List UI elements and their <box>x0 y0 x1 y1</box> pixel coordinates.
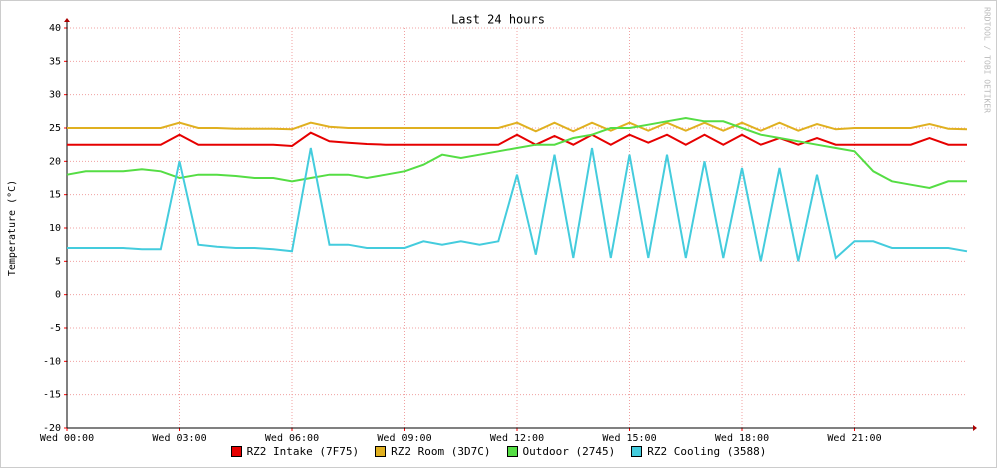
y-tick-label: 15 <box>49 190 61 201</box>
legend-item: RZ2 Cooling (3588) <box>631 445 766 458</box>
y-tick-label: 30 <box>49 90 61 101</box>
legend-swatch <box>506 446 518 457</box>
watermark: RRDTOOL / TOBI OETIKER <box>983 7 992 113</box>
axis-arrow <box>973 425 977 431</box>
axis-arrow <box>64 18 70 22</box>
legend-label: RZ2 Cooling (3588) <box>647 445 767 458</box>
y-axis-label: Temperature (°C) <box>7 180 18 276</box>
y-tick-label: 20 <box>49 156 61 167</box>
y-tick-label: 35 <box>49 56 61 67</box>
legend-swatch <box>631 446 643 457</box>
y-tick-label: -5 <box>49 323 61 334</box>
x-tick-label: Wed 18:00 <box>715 433 769 444</box>
y-tick-label: 40 <box>49 23 61 34</box>
legend: RZ2 Intake (7F75) RZ2 Room (3D7C) Outdoor … <box>0 445 997 458</box>
series-line <box>66 116 967 190</box>
y-tick-label: 10 <box>49 223 61 234</box>
legend-label: RZ2 Intake (7F75) <box>246 445 360 458</box>
legend-swatch <box>230 446 242 457</box>
legend-label: Outdoor (2745) <box>522 445 616 458</box>
x-tick-label: Wed 06:00 <box>265 433 319 444</box>
y-tick-label: -10 <box>43 356 61 367</box>
y-tick-label: -15 <box>43 390 61 401</box>
y-tick-label: 0 <box>55 290 61 301</box>
legend-item: Outdoor (2745) <box>506 445 616 458</box>
y-tick-label: 5 <box>55 256 61 267</box>
x-tick-label: Wed 15:00 <box>602 433 656 444</box>
legend-item: RZ2 Room (3D7C) <box>375 445 491 458</box>
x-tick-label: Wed 03:00 <box>152 433 206 444</box>
x-tick-label: Wed 21:00 <box>827 433 881 444</box>
legend-item: RZ2 Intake (7F75) <box>230 445 360 458</box>
legend-swatch <box>375 446 387 457</box>
x-tick-label: Wed 09:00 <box>377 433 431 444</box>
legend-label: RZ2 Room (3D7C) <box>391 445 491 458</box>
chart-title: Last 24 hours <box>451 13 545 27</box>
y-tick-label: -20 <box>43 423 61 434</box>
y-tick-label: 25 <box>49 123 61 134</box>
x-tick-label: Wed 12:00 <box>490 433 544 444</box>
series-line <box>67 147 968 262</box>
series-line <box>67 121 968 133</box>
series-line <box>67 131 967 148</box>
x-tick-label: Wed 00:00 <box>40 433 94 444</box>
